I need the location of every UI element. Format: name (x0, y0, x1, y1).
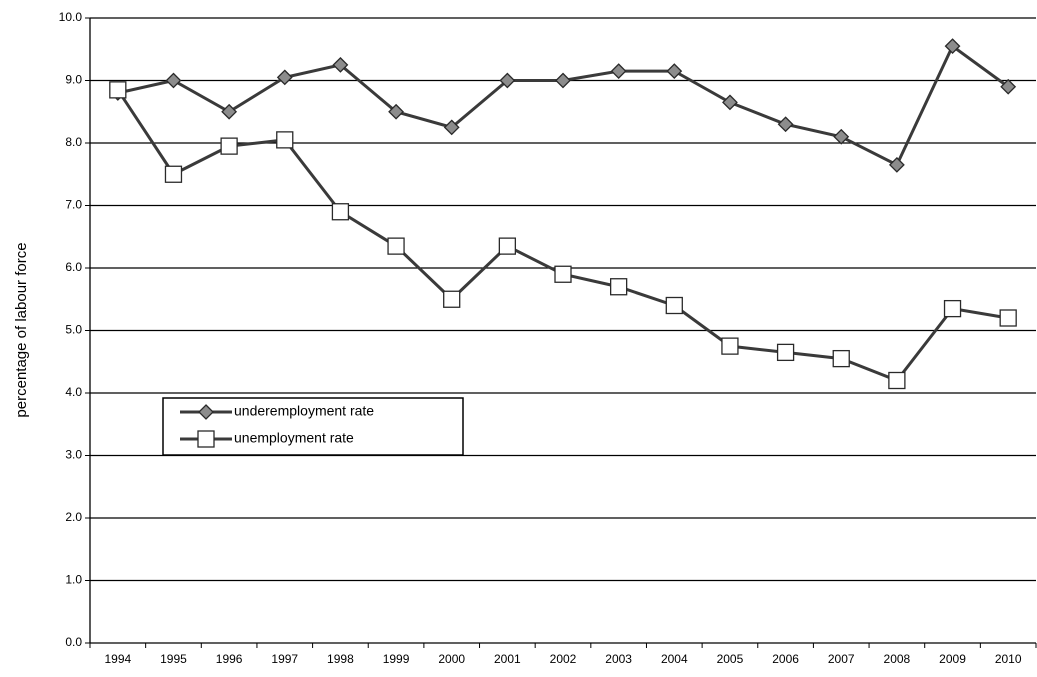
marker (198, 404, 214, 420)
y-tick-label: 8.0 (65, 135, 82, 149)
y-tick-label: 3.0 (65, 448, 82, 462)
marker (443, 290, 461, 308)
x-tick-label: 2002 (550, 652, 577, 666)
y-tick-label: 6.0 (65, 260, 82, 274)
marker (221, 103, 238, 120)
legend: underemployment rate unemployment rate (162, 397, 464, 456)
x-tick-label: 1995 (160, 652, 187, 666)
marker (331, 203, 350, 221)
marker (388, 103, 404, 120)
x-tick-label: 1999 (383, 652, 410, 666)
marker (609, 278, 628, 296)
y-tick-label: 10.0 (59, 10, 83, 24)
y-tick-label: 0.0 (65, 635, 82, 649)
y-tick-label: 7.0 (65, 198, 82, 212)
marker (999, 309, 1017, 327)
x-tick-label: 2001 (494, 652, 521, 666)
y-tick-label: 2.0 (65, 510, 82, 524)
x-tick-label: 2003 (605, 652, 632, 666)
marker (665, 296, 683, 315)
marker (276, 69, 293, 86)
x-tick-label: 1998 (327, 652, 354, 666)
legend-label: unemployment rate (234, 430, 354, 446)
marker (499, 72, 516, 89)
y-axis-title: percentage of labour force (13, 242, 30, 417)
y-tick-label: 1.0 (65, 573, 82, 587)
marker (498, 237, 517, 255)
marker (197, 430, 215, 448)
marker (332, 56, 349, 73)
marker (1000, 78, 1017, 95)
marker (109, 81, 127, 99)
marker (943, 299, 962, 318)
marker (666, 63, 683, 80)
x-tick-label: 2010 (995, 652, 1022, 666)
marker (443, 119, 460, 136)
marker (554, 265, 572, 283)
marker (220, 137, 238, 155)
y-tick-label: 9.0 (65, 73, 82, 87)
x-tick-label: 2000 (438, 652, 465, 666)
y-tick-label: 4.0 (65, 385, 82, 399)
x-tick-label: 2004 (661, 652, 688, 666)
x-tick-label: 2007 (828, 652, 855, 666)
legend-label: underemployment rate (234, 403, 374, 419)
marker (276, 131, 294, 149)
marker (832, 349, 850, 368)
series-line (116, 89, 1009, 383)
marker (944, 38, 961, 55)
x-tick-label: 1996 (216, 652, 243, 666)
x-tick-label: 1997 (271, 652, 298, 666)
series-line (117, 43, 1010, 167)
marker (722, 94, 738, 111)
marker (888, 156, 905, 173)
y-tick-label: 5.0 (65, 323, 82, 337)
marker (165, 72, 182, 89)
marker (777, 116, 794, 133)
marker (888, 371, 906, 390)
marker (610, 63, 627, 80)
marker (555, 72, 571, 89)
x-tick-label: 2006 (772, 652, 799, 666)
marker (833, 128, 850, 145)
x-tick-label: 2009 (939, 652, 966, 666)
x-tick-label: 1994 (104, 652, 131, 666)
marker (776, 343, 795, 362)
marker (721, 337, 739, 355)
marker (164, 165, 183, 183)
marker (387, 237, 405, 255)
x-tick-label: 2008 (884, 652, 911, 666)
x-tick-label: 2005 (717, 652, 744, 666)
